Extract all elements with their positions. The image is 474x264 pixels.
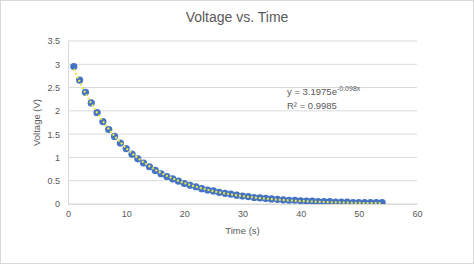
grid-line bbox=[68, 180, 417, 181]
y-tick-label: 2 bbox=[55, 106, 60, 116]
grid bbox=[68, 41, 417, 204]
chart: 0 10 20 30 40 50 60 0 0.5 1 1.5 2 2.5 3 3.5 Voltage vs.… bbox=[0, 0, 474, 264]
y-tick: 3.5 bbox=[47, 36, 68, 46]
x-tick-label: 40 bbox=[296, 209, 306, 219]
grid-line bbox=[68, 87, 417, 88]
annotation-text: y = 3.1975e bbox=[287, 86, 337, 97]
grid-line bbox=[68, 41, 417, 42]
annotation-superscript: -0.098x bbox=[337, 85, 361, 92]
x-tick: 0 bbox=[66, 204, 71, 219]
y-tick-label: 0 bbox=[55, 199, 60, 209]
x-tick-label: 10 bbox=[122, 209, 132, 219]
trendline bbox=[74, 69, 382, 203]
y-axis: 0 0.5 1 1.5 2 2.5 3 3.5 bbox=[47, 36, 68, 209]
marks bbox=[70, 63, 385, 204]
grid-line bbox=[68, 134, 417, 135]
annotation: R² = 0.9985 bbox=[287, 100, 337, 111]
x-axis-line bbox=[69, 204, 418, 205]
x-tick: 50 bbox=[354, 204, 364, 219]
x-tick-label: 50 bbox=[354, 209, 364, 219]
grid-line bbox=[68, 110, 417, 111]
y-tick-label: 3.5 bbox=[47, 36, 60, 46]
x-tick-label: 60 bbox=[412, 209, 422, 219]
annotation-text: R² = 0.9985 bbox=[287, 100, 337, 111]
x-tick: 40 bbox=[296, 204, 306, 219]
chart-title: Voltage vs. Time bbox=[186, 9, 289, 25]
y-tick-label: 0.5 bbox=[47, 176, 60, 186]
y-axis-line bbox=[68, 42, 69, 205]
x-tick: 60 bbox=[412, 204, 422, 219]
x-axis: 0 10 20 30 40 50 60 bbox=[66, 204, 423, 219]
x-tick: 20 bbox=[180, 204, 190, 219]
y-tick: 3 bbox=[55, 60, 68, 70]
x-tick-label: 20 bbox=[180, 209, 190, 219]
y-tick: 1 bbox=[55, 153, 68, 163]
x-tick-label: 30 bbox=[238, 209, 248, 219]
y-tick: 1.5 bbox=[47, 130, 68, 140]
y-axis-title: Voltage (V) bbox=[31, 99, 42, 146]
x-axis-title: Time (s) bbox=[225, 225, 259, 236]
y-tick-label: 1.5 bbox=[47, 130, 60, 140]
plot-area: 0 10 20 30 40 50 60 0 0.5 1 1.5 2 2.5 3 3.5 bbox=[47, 36, 422, 219]
x-tick: 30 bbox=[238, 204, 248, 219]
y-tick: 2 bbox=[55, 106, 68, 116]
chart-area bbox=[1, 1, 474, 264]
x-tick-label: 0 bbox=[66, 209, 71, 219]
annotation: y = 3.1975e-0.098x bbox=[287, 85, 361, 97]
y-tick: 0 bbox=[55, 199, 68, 209]
y-tick: 2.5 bbox=[47, 83, 68, 93]
data-point bbox=[111, 133, 118, 140]
y-tick-label: 3 bbox=[55, 60, 60, 70]
grid-line bbox=[68, 157, 417, 158]
x-tick: 10 bbox=[122, 204, 132, 219]
grid-line bbox=[68, 64, 417, 65]
y-tick-label: 2.5 bbox=[47, 83, 60, 93]
y-tick: 0.5 bbox=[47, 176, 68, 186]
y-tick-label: 1 bbox=[55, 153, 60, 163]
